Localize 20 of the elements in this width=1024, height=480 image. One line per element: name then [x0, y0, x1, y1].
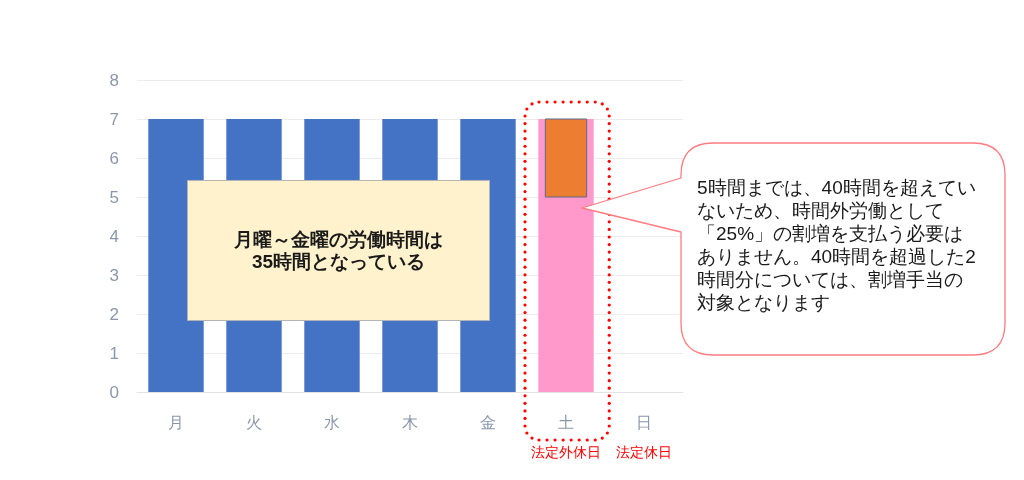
- y-tick-label: 1: [109, 343, 119, 363]
- text: 5時間までは、40時間を超えていないため、時間外労働として「25%」の割増を支払う必要はありません。40時間を超過した2時間分については、割増手当の対象となります: [697, 176, 977, 314]
- x-tick-label: 金: [480, 413, 496, 431]
- text: 法定休日: [616, 444, 672, 460]
- x-tick-label: 日: [636, 413, 652, 431]
- x-tick-label: 月: [168, 413, 184, 431]
- y-tick-label: 7: [109, 109, 119, 129]
- y-tick-label: 2: [109, 304, 119, 324]
- x-tick-label: 土: [558, 413, 574, 431]
- y-tick-label: 0: [109, 382, 119, 402]
- y-tick-label: 4: [109, 226, 119, 246]
- y-tick-label: 3: [109, 265, 119, 285]
- y-tick-label: 6: [109, 148, 119, 168]
- text: 法定外休日: [530, 443, 602, 461]
- y-tick-label: 8: [109, 70, 119, 90]
- x-tick-label: 木: [402, 413, 418, 431]
- x-tick-label: 水: [324, 413, 340, 431]
- annotation: 月曜～金曜の労働時間は35時間となっている: [233, 228, 444, 273]
- x-tick-label: 火: [246, 413, 262, 431]
- y-tick-label: 5: [109, 187, 119, 207]
